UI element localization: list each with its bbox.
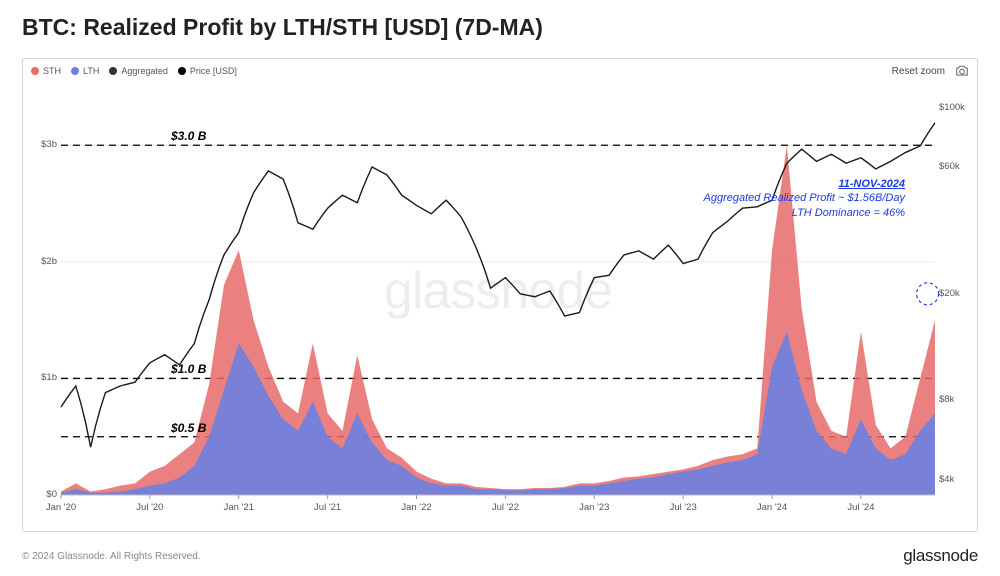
x-tick: Jan '23 xyxy=(579,502,609,513)
y-right-tick: $100k xyxy=(939,102,975,113)
x-tick: Jul '21 xyxy=(314,502,341,513)
brand-logo: glassnode xyxy=(903,546,978,566)
y-right-tick: $4k xyxy=(939,474,975,485)
camera-icon[interactable] xyxy=(955,64,969,78)
y-left-tick: $0 xyxy=(27,489,57,500)
legend-price-label: Price [USD] xyxy=(190,66,237,76)
page-title: BTC: Realized Profit by LTH/STH [USD] (7… xyxy=(22,14,543,41)
copyright: © 2024 Glassnode. All Rights Reserved. xyxy=(22,551,201,562)
x-tick: Jan '21 xyxy=(224,502,254,513)
y-right-tick: $60k xyxy=(939,161,975,172)
swatch-price xyxy=(178,67,186,75)
legend-sth-label: STH xyxy=(43,66,61,76)
legend-lth-label: LTH xyxy=(83,66,99,76)
legend: STH LTH Aggregated Price [USD] xyxy=(31,66,237,76)
annotation-line1: Aggregated Realized Profit ~ $1.56B/Day xyxy=(704,192,906,204)
y-right-tick: $8k xyxy=(939,394,975,405)
y-left-tick: $1b xyxy=(27,372,57,383)
chart-header: STH LTH Aggregated Price [USD] Reset zoo… xyxy=(23,59,977,83)
y-left-tick: $3b xyxy=(27,139,57,150)
ref-line-label: $3.0 B xyxy=(171,129,206,143)
swatch-sth xyxy=(31,67,39,75)
annotation-date: 11-NOV-2024 xyxy=(838,178,905,190)
x-tick: Jan '22 xyxy=(401,502,431,513)
legend-sth[interactable]: STH xyxy=(31,66,61,76)
x-tick: Jul '20 xyxy=(136,502,163,513)
y-right-tick: $20k xyxy=(939,288,975,299)
legend-price[interactable]: Price [USD] xyxy=(178,66,237,76)
legend-agg[interactable]: Aggregated xyxy=(109,66,168,76)
annotation: 11-NOV-2024 Aggregated Realized Profit ~ … xyxy=(704,177,906,220)
ref-line-label: $1.0 B xyxy=(171,362,206,376)
x-tick: Jul '24 xyxy=(847,502,874,513)
ref-line-label: $0.5 B xyxy=(171,421,206,435)
swatch-agg xyxy=(109,67,117,75)
reset-zoom-button[interactable]: Reset zoom xyxy=(892,66,945,77)
x-tick: Jan '24 xyxy=(757,502,787,513)
y-left-tick: $2b xyxy=(27,256,57,267)
x-tick: Jul '23 xyxy=(670,502,697,513)
plot-area: glassnode $0$1b$2b$3b$4k$8k$20k$60k$100k… xyxy=(61,87,935,495)
swatch-lth xyxy=(71,67,79,75)
x-tick: Jan '20 xyxy=(46,502,76,513)
annotation-line2: LTH Dominance = 46% xyxy=(792,207,905,219)
x-tick: Jul '22 xyxy=(492,502,519,513)
chart-container: STH LTH Aggregated Price [USD] Reset zoo… xyxy=(22,58,978,532)
legend-agg-label: Aggregated xyxy=(121,66,168,76)
legend-lth[interactable]: LTH xyxy=(71,66,99,76)
